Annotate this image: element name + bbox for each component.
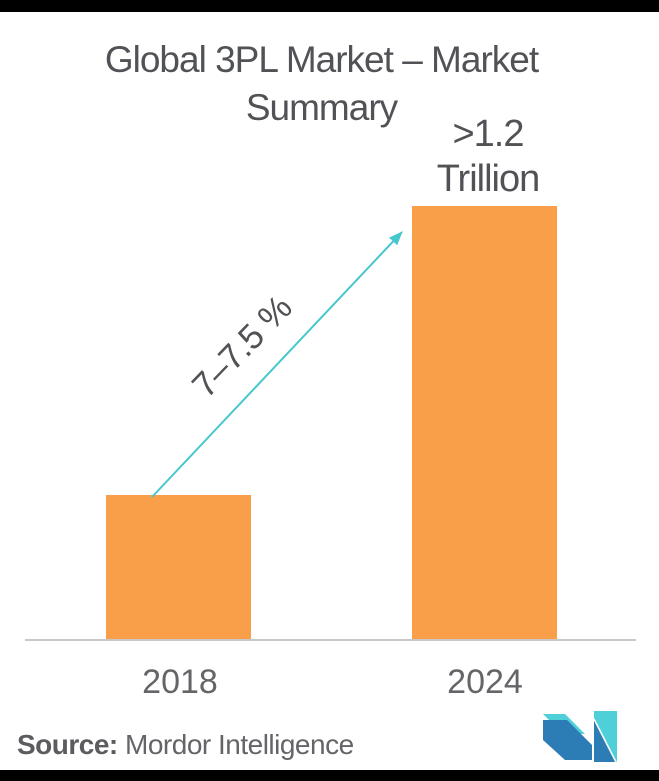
value-annotation-2024: >1.2 Trillion xyxy=(378,112,598,202)
source-label: Source: xyxy=(17,729,118,760)
x-tick-2024: 2024 xyxy=(447,663,523,701)
chart-title-line-2: Summary xyxy=(245,87,398,128)
growth-rate-label: 7–7.5 % xyxy=(184,288,300,406)
source-caption: Source: Mordor Intelligence xyxy=(17,729,354,761)
bottom-border xyxy=(0,770,659,781)
value-annotation-line-1: >1.2 xyxy=(452,113,524,155)
top-border xyxy=(0,0,659,12)
mordor-intelligence-logo xyxy=(543,711,617,763)
bar-2018 xyxy=(106,495,251,640)
bar-2024 xyxy=(412,206,557,640)
source-name: Mordor Intelligence xyxy=(117,729,354,760)
logo-left-blue-shape xyxy=(543,720,592,760)
chart-title: Global 3PL Market – Market Summary xyxy=(0,36,659,132)
x-tick-2018: 2018 xyxy=(142,663,218,701)
value-annotation-line-2: Trillion xyxy=(436,158,541,200)
x-axis-line xyxy=(25,639,636,641)
chart-title-line-1: Global 3PL Market – Market xyxy=(104,39,539,80)
logo-diagonal-gap xyxy=(593,718,617,763)
